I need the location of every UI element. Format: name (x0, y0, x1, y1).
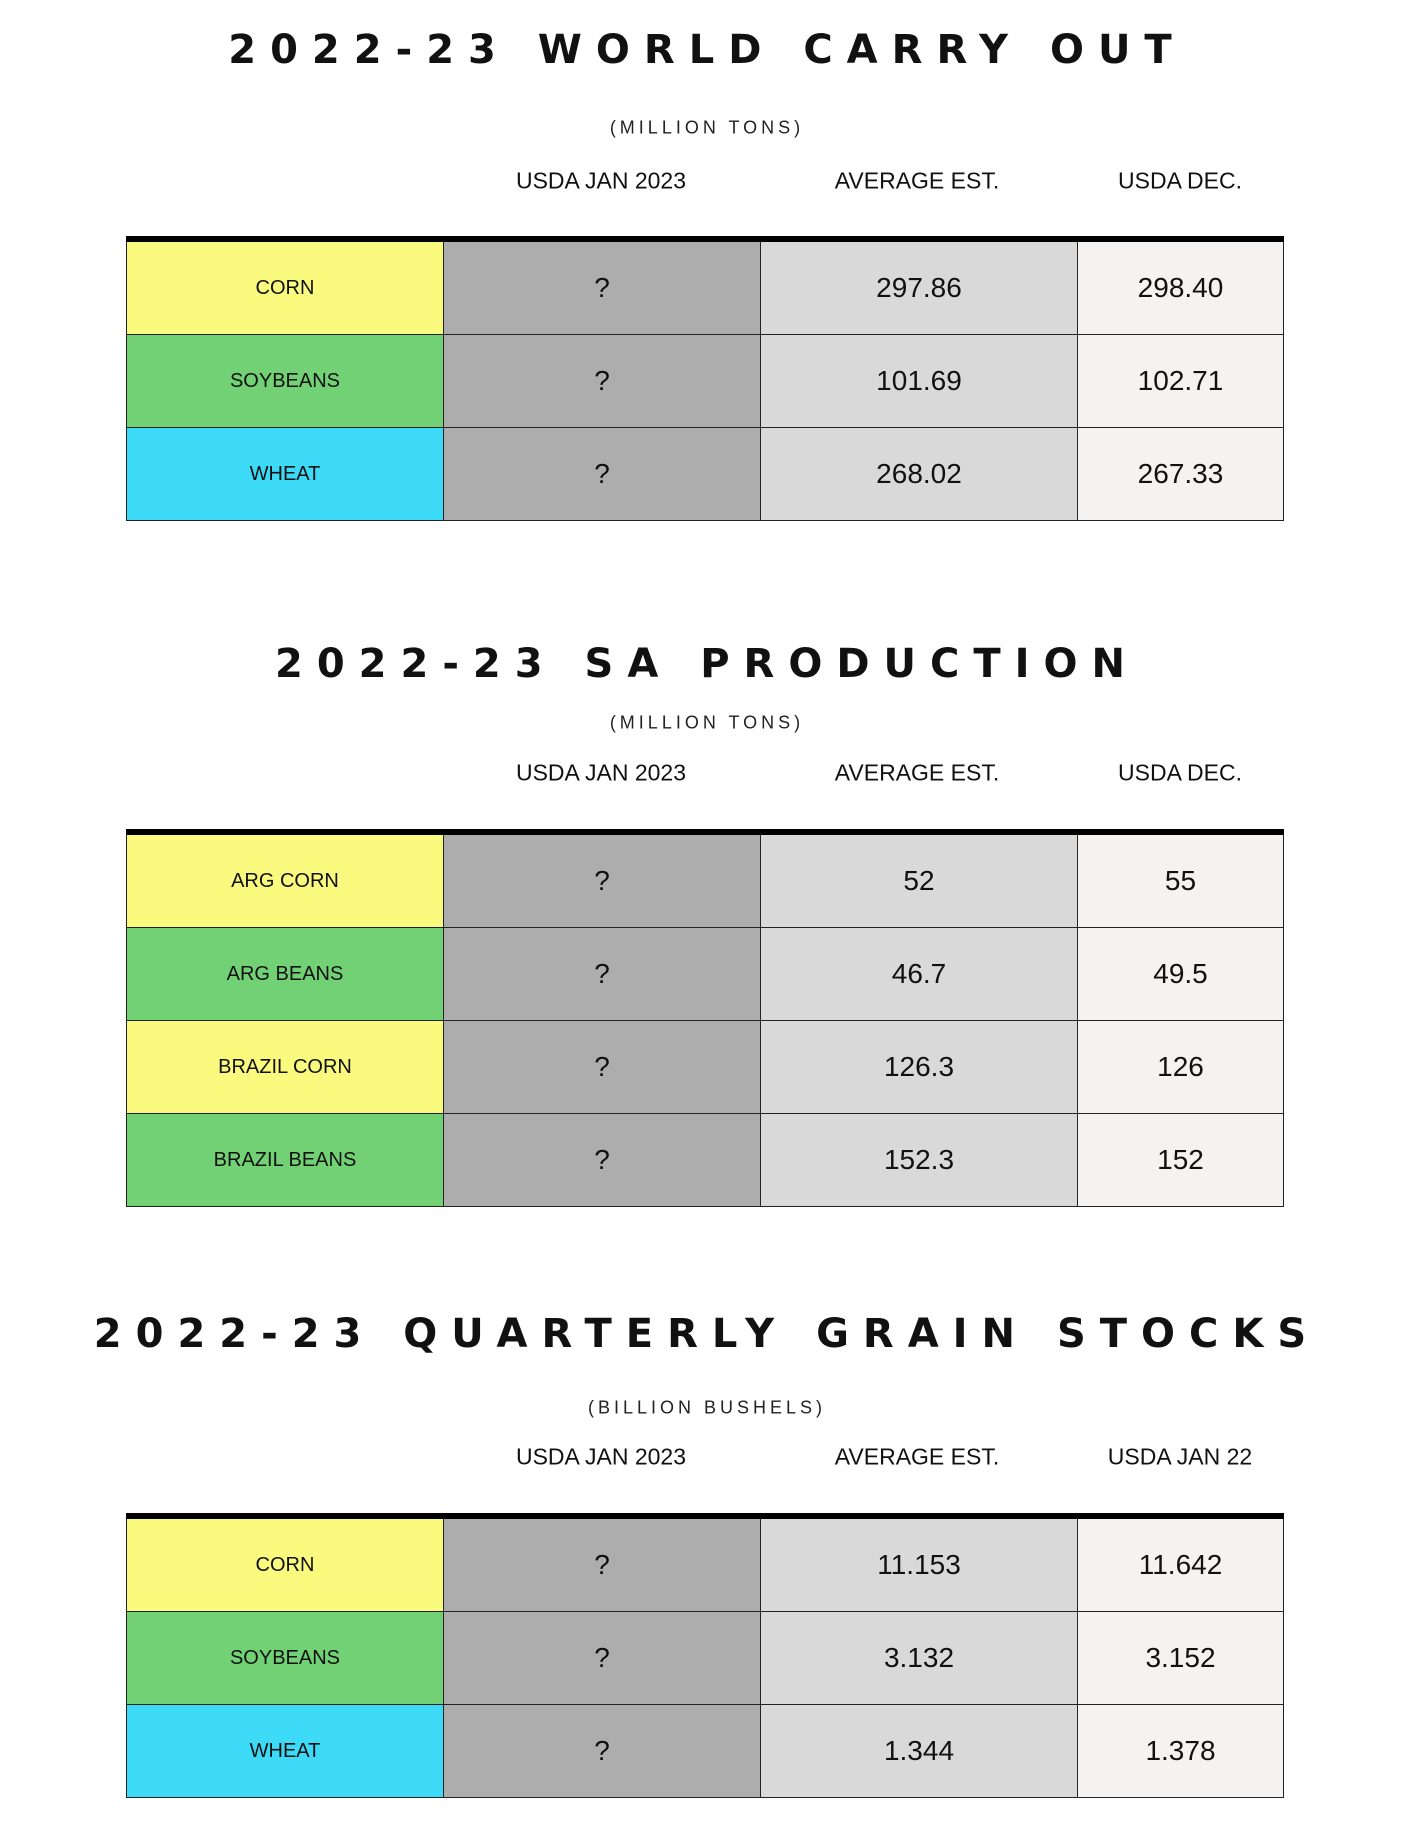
data-table: ARG CORN? 52 55 ARG BEANS? 46.7 49.5 BRAZIL CO… (126, 829, 1284, 1207)
usda-jan-cell: ? (443, 927, 761, 1021)
average-est-cell: 101.69 (760, 334, 1078, 428)
table-row: WHEAT? 268.02 267.33 (126, 427, 1284, 521)
column-header: AVERAGE EST. (834, 167, 1000, 194)
average-est-cell: 52 (760, 831, 1078, 928)
row-label: WHEAT (126, 427, 444, 521)
column-header: USDA DEC. (1118, 759, 1242, 786)
row-label: BRAZIL CORN (126, 1020, 444, 1114)
average-est-cell: 11.153 (760, 1515, 1078, 1612)
section-title: 2022-23 SA PRODUCTION (274, 641, 1140, 687)
section-unit: (MILLION TONS) (609, 117, 805, 138)
usda-previous-cell: 102.71 (1077, 334, 1284, 428)
section-title: 2022-23 QUARTERLY GRAIN STOCKS (93, 1311, 1321, 1357)
table-row: ARG CORN? 52 55 (126, 831, 1284, 928)
usda-previous-cell: 3.152 (1077, 1611, 1284, 1705)
section-unit: (BILLION BUSHELS) (587, 1397, 827, 1418)
usda-jan-cell: ? (443, 1611, 761, 1705)
usda-previous-cell: 126 (1077, 1020, 1284, 1114)
usda-jan-cell: ? (443, 427, 761, 521)
column-header: USDA JAN 2023 (515, 759, 687, 786)
usda-jan-cell: ? (443, 238, 761, 335)
row-label: WHEAT (126, 1704, 444, 1798)
data-table: CORN? 11.153 11.642 SOYBEANS? 3.132 3.152 WHEA… (126, 1513, 1284, 1798)
table-row: ARG BEANS? 46.7 49.5 (126, 927, 1284, 1021)
average-est-cell: 152.3 (760, 1113, 1078, 1207)
section-title: 2022-23 WORLD CARRY OUT (228, 27, 1186, 73)
average-est-cell: 3.132 (760, 1611, 1078, 1705)
table-row: BRAZIL BEANS? 152.3 152 (126, 1113, 1284, 1207)
usda-jan-cell: ? (443, 1020, 761, 1114)
usda-previous-cell: 55 (1077, 831, 1284, 928)
usda-previous-cell: 49.5 (1077, 927, 1284, 1021)
data-table: CORN? 297.86 298.40 SOYBEANS? 101.69 102.71 WH… (126, 236, 1284, 521)
row-label: SOYBEANS (126, 334, 444, 428)
average-est-cell: 46.7 (760, 927, 1078, 1021)
column-header: AVERAGE EST. (834, 759, 1000, 786)
usda-previous-cell: 298.40 (1077, 238, 1284, 335)
row-label: BRAZIL BEANS (126, 1113, 444, 1207)
usda-previous-cell: 152 (1077, 1113, 1284, 1207)
column-header: USDA JAN 2023 (515, 167, 687, 194)
usda-jan-cell: ? (443, 1113, 761, 1207)
row-label: ARG BEANS (126, 927, 444, 1021)
table-row: BRAZIL CORN? 126.3 126 (126, 1020, 1284, 1114)
row-label: CORN (126, 238, 444, 335)
usda-previous-cell: 1.378 (1077, 1704, 1284, 1798)
usda-previous-cell: 267.33 (1077, 427, 1284, 521)
usda-previous-cell: 11.642 (1077, 1515, 1284, 1612)
table-row: SOYBEANS? 101.69 102.71 (126, 334, 1284, 428)
row-label: ARG CORN (126, 831, 444, 928)
section-unit: (MILLION TONS) (609, 712, 805, 733)
table-row: SOYBEANS? 3.132 3.152 (126, 1611, 1284, 1705)
column-header: AVERAGE EST. (834, 1443, 1000, 1470)
column-header: USDA JAN 2023 (515, 1443, 687, 1470)
table-row: CORN? 297.86 298.40 (126, 238, 1284, 335)
average-est-cell: 126.3 (760, 1020, 1078, 1114)
table-row: WHEAT? 1.344 1.378 (126, 1704, 1284, 1798)
usda-jan-cell: ? (443, 1515, 761, 1612)
table-row: CORN? 11.153 11.642 (126, 1515, 1284, 1612)
row-label: CORN (126, 1515, 444, 1612)
column-header: USDA JAN 22 (1107, 1443, 1253, 1470)
average-est-cell: 268.02 (760, 427, 1078, 521)
usda-jan-cell: ? (443, 831, 761, 928)
average-est-cell: 297.86 (760, 238, 1078, 335)
usda-jan-cell: ? (443, 334, 761, 428)
average-est-cell: 1.344 (760, 1704, 1078, 1798)
column-header: USDA DEC. (1118, 167, 1242, 194)
row-label: SOYBEANS (126, 1611, 444, 1705)
usda-jan-cell: ? (443, 1704, 761, 1798)
